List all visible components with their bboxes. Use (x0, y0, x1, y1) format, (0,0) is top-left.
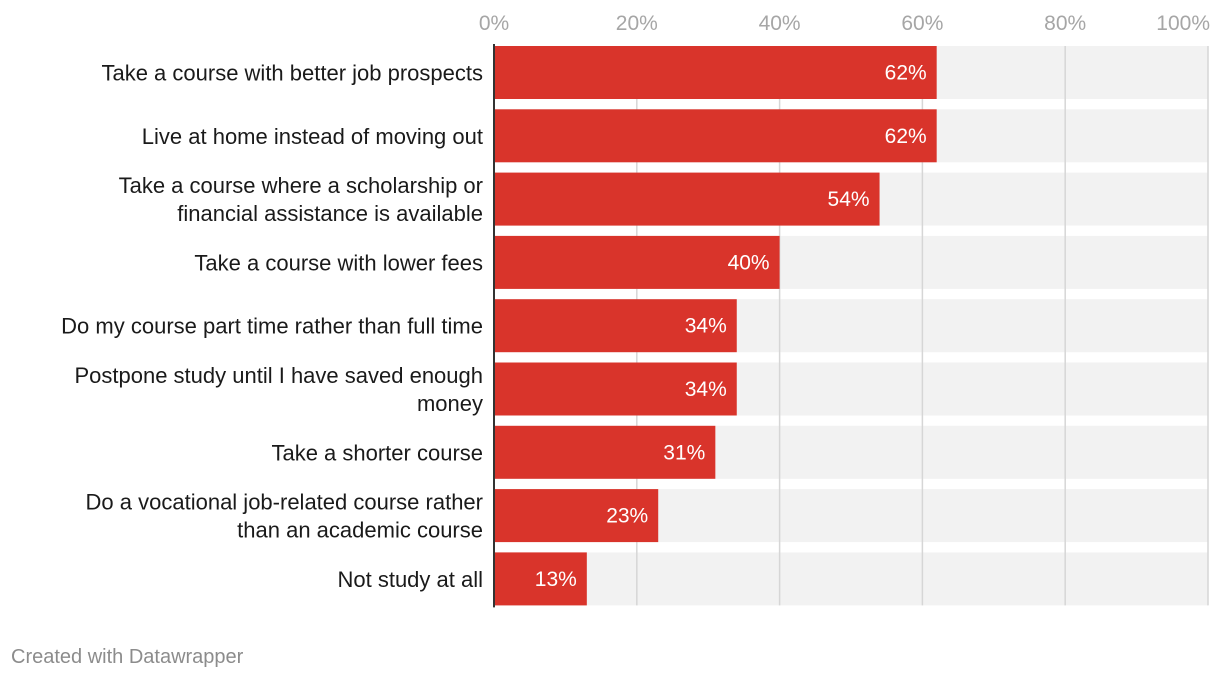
category-label: Do a vocational job-related course rathe… (86, 490, 483, 543)
bar (494, 172, 880, 226)
bar (494, 552, 587, 606)
category-label-line: money (417, 391, 483, 416)
data-label: 23% (606, 505, 648, 528)
x-tick-label: 20% (616, 12, 658, 35)
data-label: 62% (885, 62, 927, 85)
bar (494, 425, 716, 479)
category-label: Live at home instead of moving out (142, 124, 483, 149)
bar-chart: 0% 20% 40% 60% 80% 100% 62% Take a course with … (61, 12, 1210, 608)
category-label-line: Do my course part time rather than full … (61, 314, 483, 339)
x-tick-label: 100% (1156, 12, 1210, 35)
chart-credit: Created with Datawrapper (11, 646, 244, 668)
category-label-line: Not study at all (337, 567, 483, 592)
category-label-line: Take a shorter course (271, 440, 483, 465)
bar-track (494, 552, 1208, 606)
category-label: Do my course part time rather than full … (61, 314, 483, 339)
bar (494, 299, 737, 353)
data-label: 62% (885, 125, 927, 148)
category-label: Take a shorter course (271, 440, 483, 465)
data-label: 34% (685, 315, 727, 338)
category-label-line: financial assistance is available (177, 201, 483, 226)
data-label: 31% (663, 441, 705, 464)
x-tick-label: 60% (901, 12, 943, 35)
category-label-line: Take a course with lower fees (194, 250, 483, 275)
category-label: Take a course with better job prospects (101, 61, 483, 86)
data-label: 13% (535, 568, 577, 591)
bar (494, 489, 659, 543)
category-label: Take a course with lower fees (194, 250, 483, 275)
category-label-line: than an academic course (237, 518, 483, 543)
bar (494, 46, 937, 99)
category-label-line: Live at home instead of moving out (142, 124, 483, 149)
x-tick-label: 40% (759, 12, 801, 35)
x-tick-label: 80% (1044, 12, 1086, 35)
category-label-line: Take a course with better job prospects (101, 61, 483, 86)
category-label: Not study at all (337, 567, 483, 592)
bar (494, 109, 937, 163)
category-label-line: Take a course where a scholarship or (119, 173, 483, 198)
bar (494, 235, 780, 289)
data-label: 34% (685, 378, 727, 401)
category-label: Take a course where a scholarship or fina… (119, 173, 483, 226)
bar (494, 362, 737, 416)
category-label: Postpone study until I have saved enough… (74, 363, 483, 416)
category-label-line: Do a vocational job-related course rathe… (86, 490, 483, 515)
category-label-line: Postpone study until I have saved enough (74, 363, 483, 388)
data-label: 54% (828, 188, 870, 211)
data-label: 40% (728, 251, 770, 274)
x-tick-label: 0% (479, 12, 509, 35)
